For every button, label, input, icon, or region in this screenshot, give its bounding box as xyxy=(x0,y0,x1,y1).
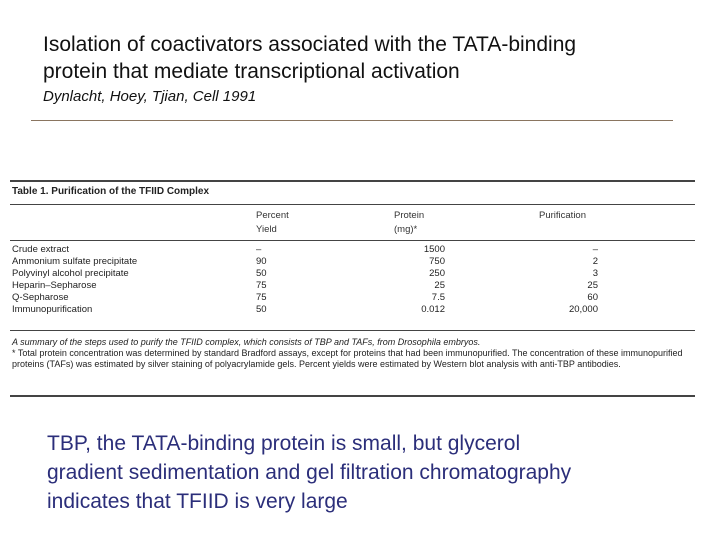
table-bottom-rule xyxy=(10,330,695,331)
caption-line-1: TBP, the TATA-binding protein is small, … xyxy=(47,432,521,455)
cell-yield: 50 xyxy=(256,304,267,315)
column-header-yield: Percent Yield xyxy=(256,209,289,237)
table-row: Q-Sepharose 75 7.5 60 xyxy=(10,292,695,304)
caption-line-3: indicates that TFIID is very large xyxy=(47,490,348,513)
column-header-purification: Purification xyxy=(539,209,586,223)
column-header-yield-line-2: Yield xyxy=(256,224,277,235)
title-line-2: protein that mediate transcriptional act… xyxy=(43,60,460,83)
table-row: Polyvinyl alcohol precipitate 50 250 3 xyxy=(10,268,695,280)
table-title-rule xyxy=(10,204,695,205)
cell-purification: – xyxy=(592,244,598,255)
cell-purification: 2 xyxy=(592,256,598,267)
cell-purification: 3 xyxy=(592,268,598,279)
purification-table-figure: Table 1. Purification of the TFIID Compl… xyxy=(10,180,695,400)
column-header-protein-line-2: (mg)* xyxy=(394,224,418,235)
table-notes: A summary of the steps used to purify th… xyxy=(12,337,695,370)
cell-step: Crude extract xyxy=(12,244,70,255)
citation: Dynlacht, Hoey, Tjian, Cell 1991 xyxy=(43,88,257,105)
cell-yield: – xyxy=(256,244,262,255)
table-row: Immunopurification 50 0.012 20,000 xyxy=(10,304,695,316)
cell-yield: 90 xyxy=(256,256,267,267)
table-title: Table 1. Purification of the TFIID Compl… xyxy=(12,186,210,197)
column-header-protein: Protein (mg)* xyxy=(394,209,424,237)
divider xyxy=(31,120,673,121)
table-footnote: * Total protein concentration was determ… xyxy=(12,348,683,369)
cell-yield: 75 xyxy=(256,280,267,291)
cell-step: Immunopurification xyxy=(12,304,93,315)
slide-caption: TBP, the TATA-binding protein is small, … xyxy=(47,429,687,516)
cell-purification: 60 xyxy=(587,292,598,303)
table-row: Ammonium sulfate precipitate 90 750 2 xyxy=(10,256,695,268)
cell-purification: 25 xyxy=(587,280,598,291)
cell-yield: 50 xyxy=(256,268,267,279)
cell-step: Ammonium sulfate precipitate xyxy=(12,256,138,267)
column-header-yield-line-1: Percent xyxy=(256,210,289,221)
cell-protein: 25 xyxy=(434,280,445,291)
cell-protein: 1500 xyxy=(423,244,445,255)
table-top-rule xyxy=(10,180,695,182)
cell-protein: 0.012 xyxy=(421,304,445,315)
table-header-rule xyxy=(10,240,695,241)
table-row: Heparin–Sepharose 75 25 25 xyxy=(10,280,695,292)
cell-protein: 250 xyxy=(429,268,445,279)
table-row: Crude extract – 1500 – xyxy=(10,244,695,256)
cell-step: Heparin–Sepharose xyxy=(12,280,97,291)
cell-yield: 75 xyxy=(256,292,267,303)
table-summary: A summary of the steps used to purify th… xyxy=(12,337,481,347)
cell-purification: 20,000 xyxy=(568,304,598,315)
cell-step: Polyvinyl alcohol precipitate xyxy=(12,268,129,279)
table-end-rule xyxy=(10,395,695,397)
cell-protein: 7.5 xyxy=(431,292,445,303)
column-header-protein-line-1: Protein xyxy=(394,210,425,221)
column-header-purification-line-2: Purification xyxy=(539,210,586,221)
caption-line-2: gradient sedimentation and gel filtratio… xyxy=(47,461,572,484)
cell-step: Q-Sepharose xyxy=(12,292,69,303)
title-line-1: Isolation of coactivators associated wit… xyxy=(43,33,577,56)
slide-title: Isolation of coactivators associated wit… xyxy=(43,31,693,85)
cell-protein: 750 xyxy=(429,256,445,267)
